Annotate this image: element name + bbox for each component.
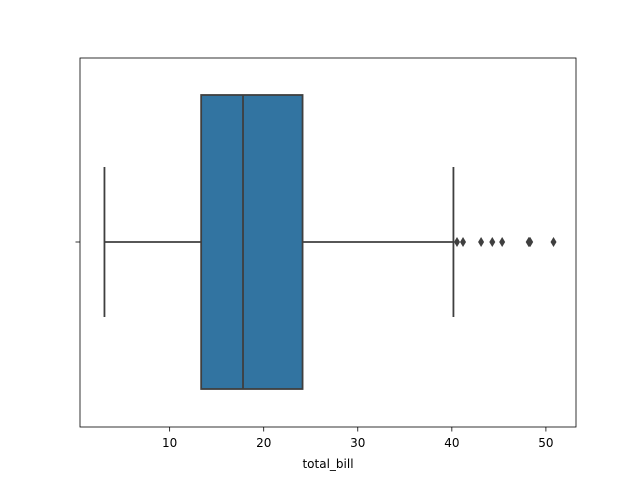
- outlier-point: [454, 237, 461, 247]
- outlier-point: [460, 237, 467, 247]
- interquartile-box: [200, 94, 304, 390]
- outlier-point: [550, 237, 557, 247]
- outlier-point: [527, 237, 534, 247]
- x-tick-label: 30: [350, 436, 365, 450]
- x-tick-label: 10: [162, 436, 177, 450]
- chart-marks: [103, 94, 557, 390]
- x-tick-label: 50: [538, 436, 553, 450]
- outlier-point: [489, 237, 496, 247]
- outlier-point: [478, 237, 485, 247]
- x-tick-label: 40: [444, 436, 459, 450]
- outlier-point: [499, 237, 506, 247]
- plot-frame: [79, 57, 577, 428]
- x-tick-label: 20: [256, 436, 271, 450]
- x-axis-label: total_bill: [302, 457, 353, 471]
- x-axis: 10 20 30 40 50: [162, 427, 554, 450]
